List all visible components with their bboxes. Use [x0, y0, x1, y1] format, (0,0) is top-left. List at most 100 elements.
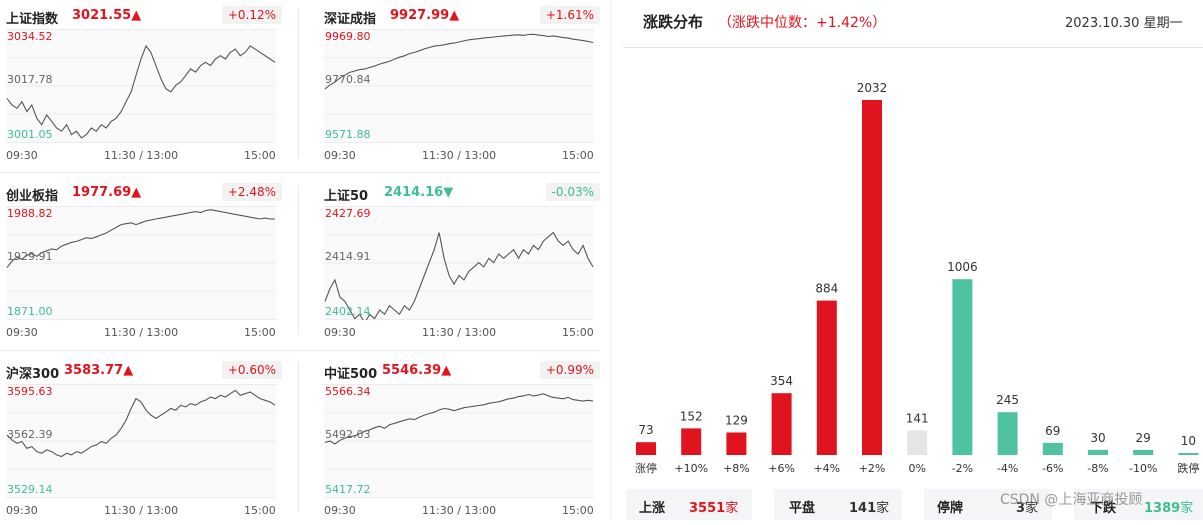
summary-halt: 停牌 3家 — [924, 489, 1052, 520]
index-card[interactable]: 沪深300 3583.77▲ +0.60% 3595.63 3562.39 3529.14… — [0, 355, 286, 525]
index-header: 中证500 5546.39▲ +0.99% — [324, 361, 606, 382]
y-label-high: 5566.34 — [325, 385, 371, 398]
distribution-median: （涨跌中位数：+1.42%） — [718, 15, 887, 31]
y-label-high: 9969.80 — [325, 30, 371, 43]
index-price: 9927.99▲ — [390, 8, 460, 23]
bar-category-label: -4% — [997, 462, 1018, 475]
bar-value-label: 141 — [906, 411, 929, 425]
intraday-chart: 1988.82 1929.91 1871.00 — [6, 206, 276, 320]
time-axis: 09:30 11:30 / 13:00 15:00 — [6, 326, 276, 340]
time-axis: 09:30 11:30 / 13:00 15:00 — [324, 149, 594, 163]
bar-category-label: 涨停 — [635, 461, 657, 475]
y-label-mid: 3017.78 — [7, 73, 53, 86]
bar-category-label: +8% — [723, 462, 750, 475]
bar-value-label: 30 — [1090, 431, 1105, 445]
bar-value-label: 2032 — [857, 81, 888, 95]
index-change-badge: +0.60% — [221, 361, 282, 379]
column-separator — [298, 185, 299, 335]
y-label-mid: 9770.84 — [325, 73, 371, 86]
index-name: 上证指数 — [6, 12, 59, 27]
column-separator — [298, 362, 299, 512]
x-tick-label: 15:00 — [562, 504, 594, 517]
row-separator — [0, 350, 600, 351]
price-line — [6, 389, 276, 458]
index-price: 5546.39▲ — [382, 363, 452, 378]
index-card[interactable]: 上证指数 3021.55▲ +0.12% 3034.52 3017.78 3001.05 0… — [0, 0, 286, 170]
x-tick-label: 11:30 / 13:00 — [104, 149, 179, 162]
watermark: CSDN @上海亚商投顾 — [1000, 492, 1143, 508]
y-label-mid: 3562.39 — [7, 428, 53, 441]
header-divider — [623, 47, 1203, 48]
trend-arrow-icon: ▲ — [123, 363, 134, 378]
bar — [771, 393, 792, 455]
index-change-badge: -0.03% — [545, 183, 600, 201]
index-change-badge: +0.99% — [539, 361, 600, 379]
bar-value-label: 1006 — [947, 260, 978, 274]
x-tick-label: 09:30 — [6, 326, 38, 339]
index-name: 沪深300 — [6, 367, 60, 382]
intraday-chart: 2427.69 2414.91 2402.14 — [324, 206, 594, 320]
x-tick-label: 15:00 — [244, 149, 276, 162]
index-card[interactable]: 创业板指 1977.69▲ +2.48% 1988.82 1929.91 1871.00 0… — [0, 177, 286, 347]
bar-value-label: 884 — [815, 282, 838, 296]
bar-category-label: +10% — [674, 462, 708, 475]
x-tick-label: 15:00 — [244, 326, 276, 339]
index-card[interactable]: 中证500 5546.39▲ +0.99% 5566.34 5492.03 5417.72… — [318, 355, 604, 525]
bar — [1178, 453, 1199, 455]
bar-category-label: -10% — [1129, 462, 1157, 475]
bar — [1042, 442, 1063, 455]
summary-down: 下跌 1389家 — [1074, 489, 1203, 520]
summary-up: 上涨 3551家 — [626, 489, 752, 520]
y-label-high: 3595.63 — [7, 385, 53, 398]
index-card[interactable]: 深证成指 9927.99▲ +1.61% 9969.80 9770.84 9571.88 0… — [318, 0, 604, 170]
time-axis: 09:30 11:30 / 13:00 15:00 — [324, 326, 594, 340]
bar-value-label: 73 — [638, 423, 653, 437]
index-header: 上证指数 3021.55▲ +0.12% — [6, 6, 288, 27]
x-tick-label: 09:30 — [324, 504, 356, 517]
bar-value-label: 354 — [770, 374, 793, 388]
index-price: 2414.16▼ — [384, 185, 454, 200]
price-line — [324, 231, 594, 320]
y-label-low: 9571.88 — [325, 128, 371, 141]
x-tick-label: 09:30 — [6, 504, 38, 517]
index-header: 深证成指 9927.99▲ +1.61% — [324, 6, 606, 27]
y-label-mid: 5492.03 — [325, 428, 371, 441]
price-line — [6, 44, 276, 139]
summary-flat-value: 141家 — [849, 501, 890, 516]
y-label-low: 2402.14 — [325, 305, 371, 318]
index-price: 3021.55▲ — [72, 8, 142, 23]
bar-category-label: +6% — [768, 462, 795, 475]
x-tick-label: 09:30 — [6, 149, 38, 162]
summary-halt-label: 停牌 — [937, 501, 964, 516]
distribution-bar-chart: 73 涨停 152 +10% 129 +8% 354 +6% 884 +4% 2032 +2% 141 0… — [635, 81, 1199, 475]
bar — [681, 428, 702, 455]
y-label-low: 3529.14 — [7, 483, 53, 496]
summary-halt-value: 3家 — [1016, 501, 1039, 516]
summary-flat-label: 平盘 — [789, 501, 816, 516]
x-tick-label: 11:30 / 13:00 — [422, 326, 497, 339]
bar-value-label: 129 — [725, 414, 748, 428]
bar-value-label: 29 — [1136, 431, 1151, 445]
x-tick-label: 15:00 — [562, 149, 594, 162]
intraday-chart: 3034.52 3017.78 3001.05 — [6, 29, 276, 143]
x-tick-label: 15:00 — [562, 326, 594, 339]
y-label-low: 5417.72 — [325, 483, 371, 496]
index-header: 上证50 2414.16▼ -0.03% — [324, 183, 606, 204]
bar-category-label: -8% — [1087, 462, 1108, 475]
index-card[interactable]: 上证50 2414.16▼ -0.03% 2427.69 2414.91 2402.14 0… — [318, 177, 604, 347]
bar-value-label: 152 — [680, 409, 703, 423]
x-tick-label: 11:30 / 13:00 — [422, 149, 497, 162]
x-tick-label: 11:30 / 13:00 — [104, 504, 179, 517]
time-axis: 09:30 11:30 / 13:00 15:00 — [6, 149, 276, 163]
y-label-mid: 1929.91 — [7, 250, 53, 263]
bar — [1133, 449, 1154, 455]
summary-down-value: 1389家 — [1144, 501, 1194, 516]
summary-flat: 平盘 141家 — [774, 489, 902, 520]
bar — [726, 432, 747, 455]
summary-down-label: 下跌 — [1090, 501, 1117, 516]
price-line — [324, 393, 594, 445]
bar — [636, 442, 656, 455]
y-label-high: 3034.52 — [7, 30, 53, 43]
y-label-low: 3001.05 — [7, 128, 53, 141]
